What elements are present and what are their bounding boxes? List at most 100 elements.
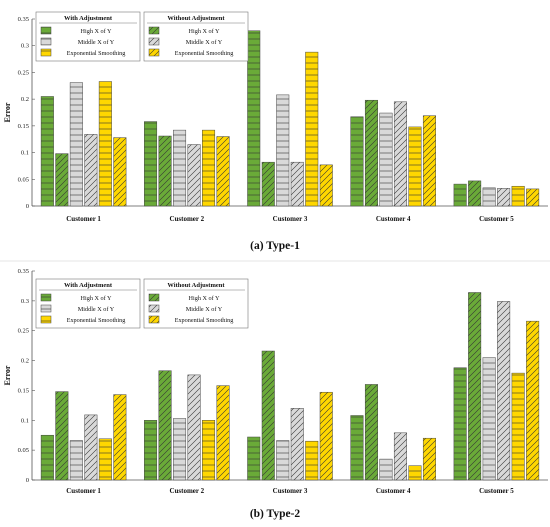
y-tick-label: 0.1 [21, 150, 29, 157]
category-label: Customer 2 [169, 215, 204, 223]
category-label: Customer 5 [479, 215, 514, 223]
chart-panel-type-1: 0 0.05 0.1 0.15 0.2 0.25 0.3 0.35 Error Customer … [3, 11, 548, 252]
legend-group-title: With Adjustment [64, 15, 113, 22]
figure-caption: (a) Type-1 [250, 240, 300, 252]
legend-entry-label: Exponential Smoothing [175, 50, 234, 57]
bar-hatch [453, 184, 467, 206]
legend-swatch-hatch [149, 316, 159, 323]
bar-hatch [423, 115, 436, 206]
bar-hatch [526, 188, 539, 206]
bar-hatch [305, 441, 318, 480]
legend-swatch-hatch [41, 49, 51, 56]
bar-hatch [468, 292, 481, 480]
bar-hatch [305, 52, 318, 206]
bar-hatch [511, 373, 525, 480]
bar-hatch [99, 438, 112, 480]
legend-swatch-hatch [149, 294, 159, 301]
y-tick-label: 0.1 [21, 417, 29, 424]
bar-hatch [202, 420, 215, 480]
bar-hatch [41, 96, 54, 206]
legend-entry-label: Exponential Smoothing [175, 317, 234, 324]
legend-box [35, 278, 141, 329]
legend-entry-label: Middle X of Y [78, 39, 115, 46]
legend-swatch-hatch [149, 49, 159, 56]
y-tick-label: 0.05 [18, 176, 29, 183]
y-tick-label: 0.35 [18, 16, 29, 23]
bar-hatch [247, 30, 260, 206]
y-tick-label: 0.15 [18, 123, 29, 130]
bar-hatch [262, 162, 275, 206]
bar-hatch [84, 134, 98, 206]
y-tick-label: 0 [26, 203, 29, 210]
category-label: Customer 3 [273, 215, 308, 223]
bar-hatch [379, 113, 393, 206]
bar-hatch [262, 351, 275, 480]
legend-swatch-hatch [149, 38, 159, 45]
bar-hatch [350, 415, 364, 480]
bar-hatch [144, 121, 157, 206]
bar-hatch [158, 370, 172, 480]
legend-entry-label: High X of Y [189, 295, 220, 302]
bar-hatch [247, 437, 260, 480]
y-tick-label: 0 [26, 477, 29, 484]
bar-hatch [173, 130, 186, 206]
y-tick-label: 0.05 [18, 447, 29, 454]
bar-hatch [99, 81, 112, 206]
y-tick-label: 0.35 [18, 268, 29, 275]
bar-hatch [55, 391, 69, 480]
bar-hatch [187, 374, 201, 480]
bar-hatch [202, 130, 215, 206]
y-tick-label: 0.25 [18, 69, 29, 76]
category-label: Customer 4 [376, 215, 411, 223]
legend-entry-label: High X of Y [81, 28, 112, 35]
bar-hatch [408, 465, 422, 480]
legend-swatch-hatch [41, 27, 51, 34]
bar-hatch [144, 420, 157, 480]
legend-swatch-hatch [149, 27, 159, 34]
legend-entry-label: Middle X of Y [186, 39, 223, 46]
legend-swatch-hatch [41, 305, 51, 312]
bar-hatch [482, 357, 496, 480]
bar-hatch [187, 144, 201, 206]
bar-hatch [158, 136, 172, 206]
bar-hatch [70, 440, 83, 480]
chart-panel-type-2: 0 0.05 0.1 0.15 0.2 0.25 0.3 0.35 Error Customer … [3, 268, 548, 520]
legend-swatch-hatch [41, 38, 51, 45]
legend-entry-label: High X of Y [189, 28, 220, 35]
bar-hatch [350, 116, 364, 206]
y-tick-label: 0.25 [18, 328, 29, 335]
y-axis-label: Error [3, 365, 12, 385]
bar-hatch [276, 94, 289, 206]
y-tick-label: 0.15 [18, 387, 29, 394]
bar-hatch [216, 385, 230, 480]
legend-box [143, 11, 249, 62]
bar-hatch [41, 435, 54, 480]
legend-entry-label: Exponential Smoothing [67, 50, 126, 57]
legend-swatch-hatch [41, 294, 51, 301]
bar-hatch [497, 188, 510, 206]
bar-hatch [320, 392, 333, 480]
bar-hatch [394, 432, 407, 480]
bar-hatch [320, 164, 333, 206]
bar-hatch [453, 367, 467, 480]
category-label: Customer 4 [376, 487, 411, 495]
bar-hatch [113, 394, 127, 480]
y-axis-label: Error [3, 102, 12, 122]
legend-group-title: Without Adjustment [167, 282, 225, 289]
legend-entry-label: Middle X of Y [78, 306, 115, 313]
legend-entry-label: Middle X of Y [186, 306, 223, 313]
y-tick-label: 0.2 [21, 358, 29, 365]
y-tick-label: 0.3 [21, 43, 29, 50]
category-label: Customer 2 [169, 487, 204, 495]
bar-hatch [276, 440, 289, 480]
legend-entry-label: High X of Y [81, 295, 112, 302]
bar-hatch [70, 82, 83, 206]
y-tick-label: 0.3 [21, 298, 29, 305]
legend-swatch-hatch [149, 305, 159, 312]
bar-hatch [408, 126, 422, 206]
legend-entry-label: Exponential Smoothing [67, 317, 126, 324]
bar-hatch [468, 180, 481, 206]
bar-hatch [365, 100, 378, 206]
bar-hatch [423, 438, 436, 480]
